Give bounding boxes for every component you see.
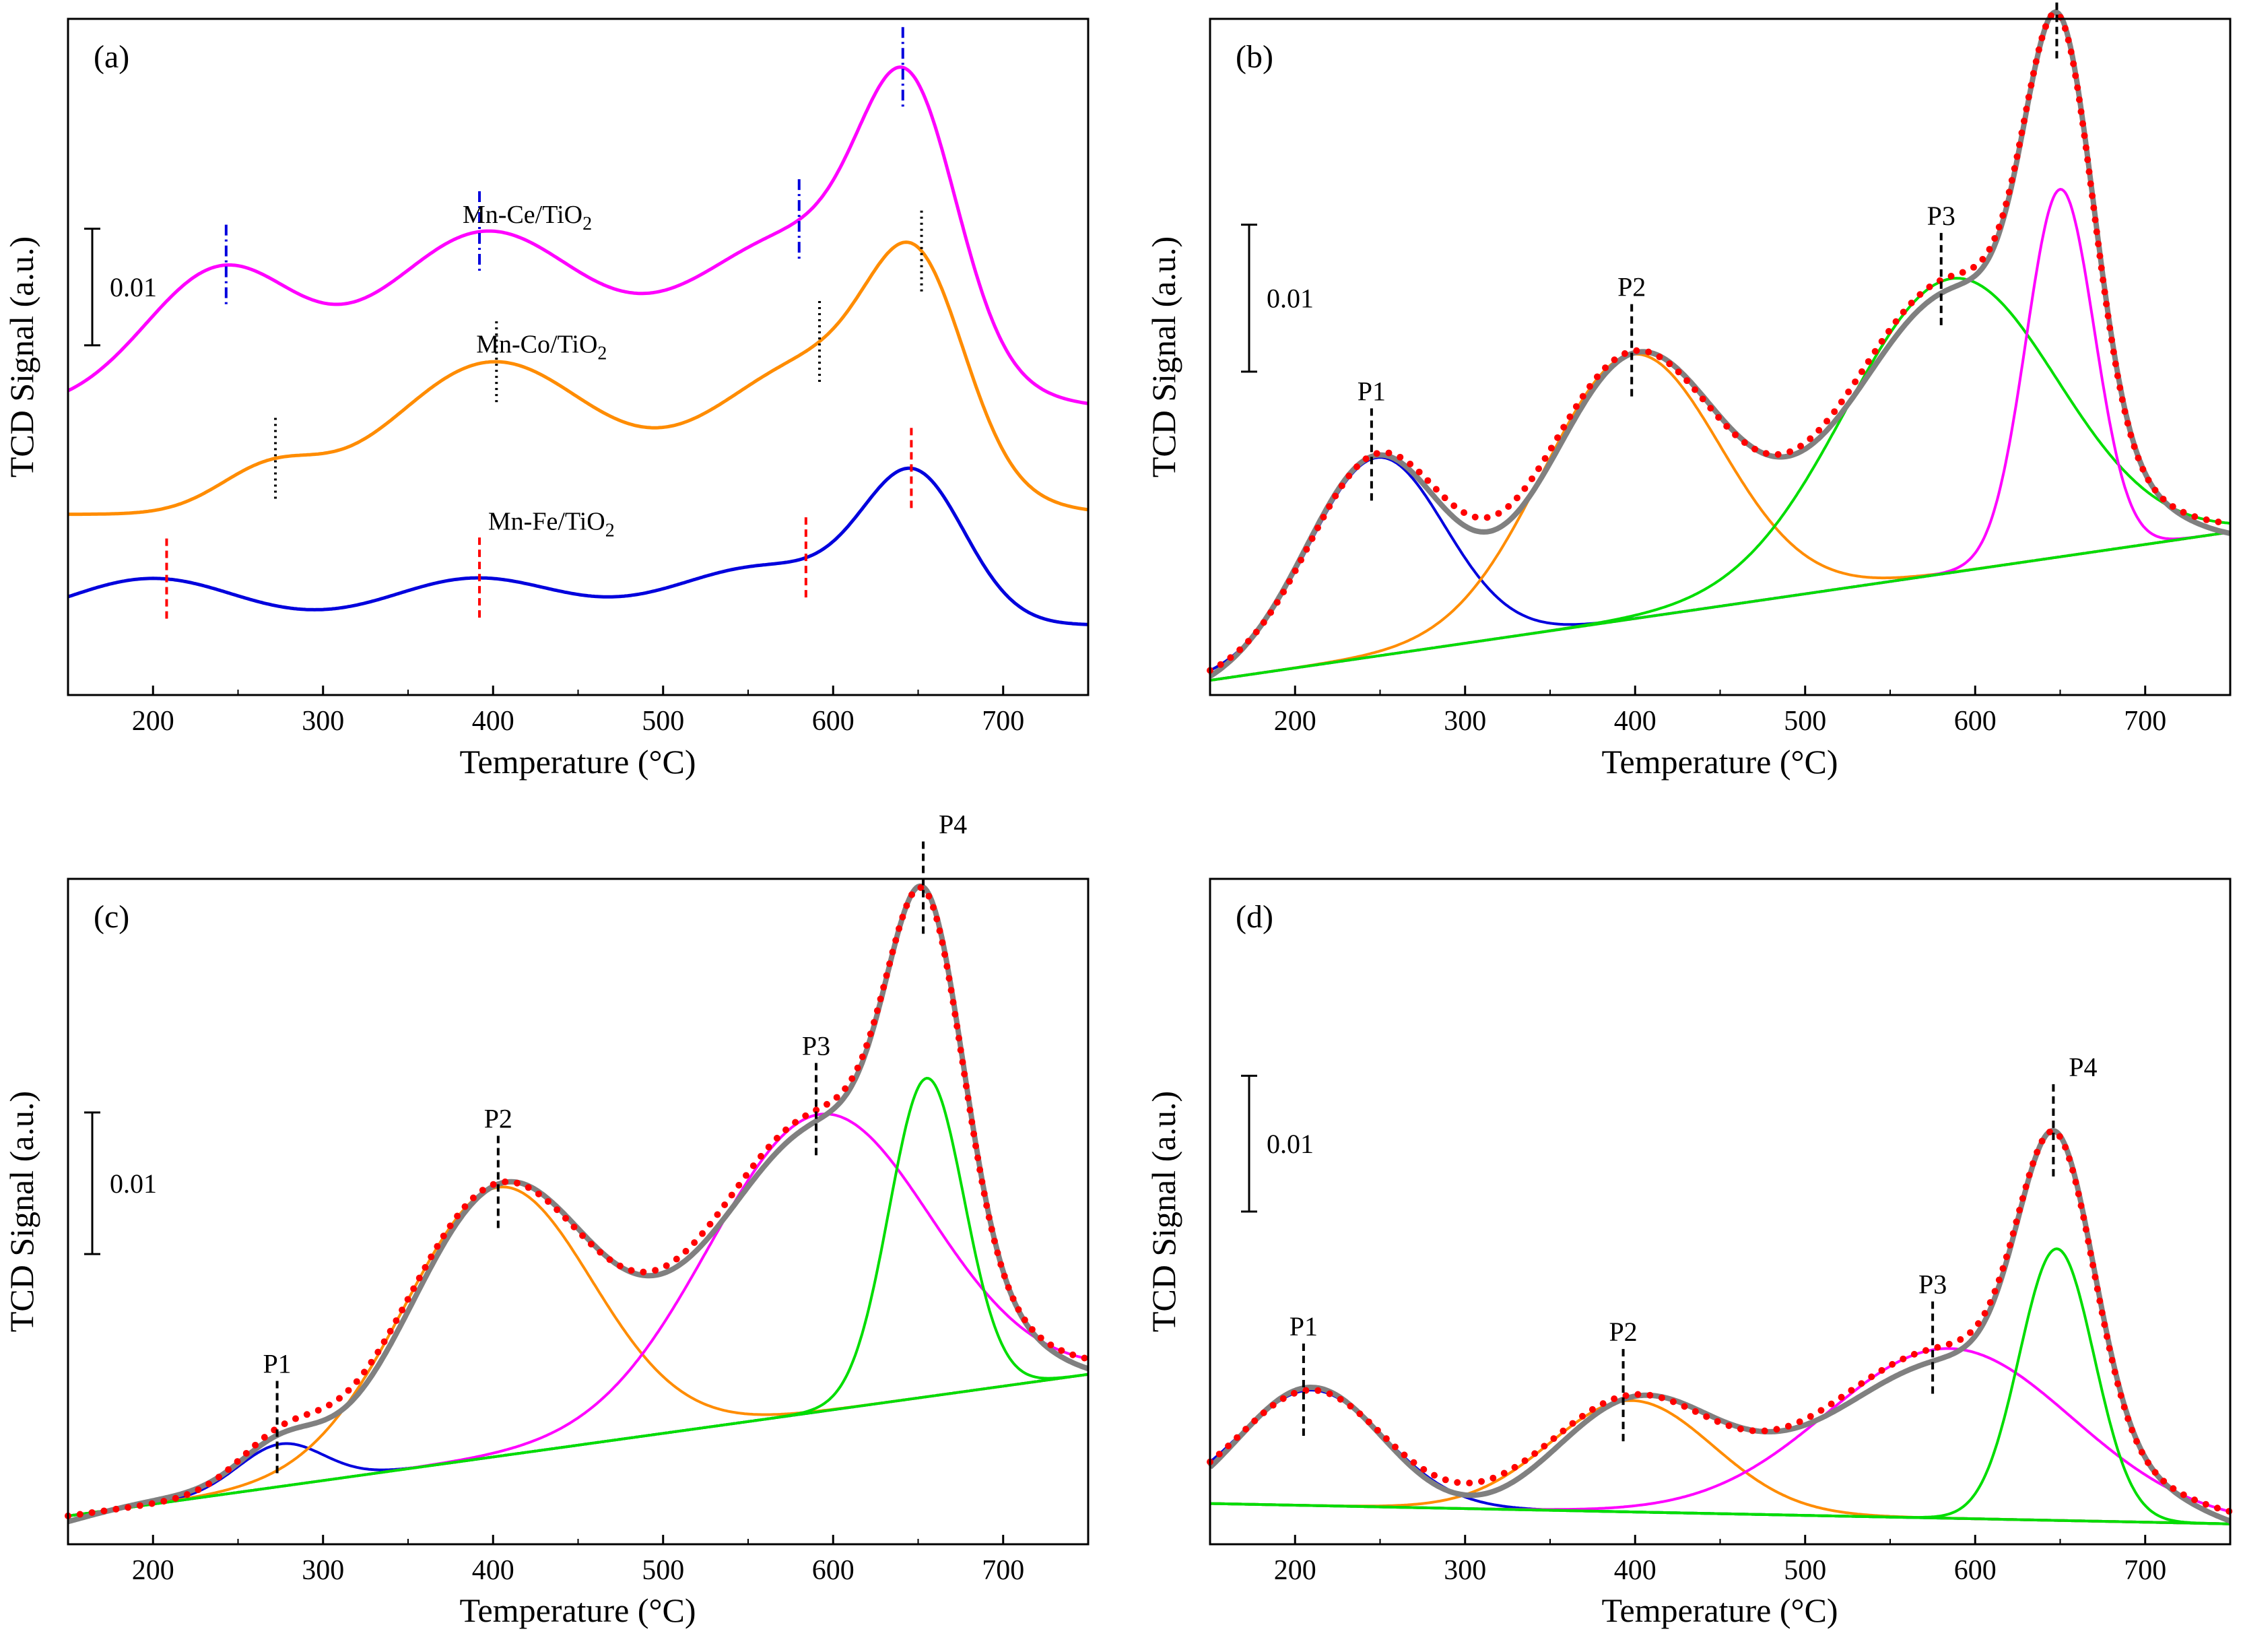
experimental-line — [1208, 9, 2231, 679]
series-label: Mn-Ce/TiO2 — [463, 201, 592, 234]
peak-component-curve — [67, 1113, 1089, 1517]
x-tick-label: 500 — [642, 706, 684, 737]
x-tick-label: 200 — [132, 1555, 174, 1586]
series-label: Mn-Fe/TiO2 — [488, 507, 615, 541]
x-tick-label: 200 — [1274, 1555, 1316, 1586]
x-tick-label: 200 — [132, 706, 174, 737]
plot-frame — [67, 878, 1090, 1546]
x-tick-label: 500 — [1784, 706, 1826, 737]
x-tick-label: 400 — [1614, 1555, 1656, 1586]
plot-frame — [1209, 18, 2232, 696]
x-tick-label: 200 — [1274, 706, 1316, 737]
x-tick-label: 600 — [812, 1555, 855, 1586]
x-tick-label: 500 — [1784, 1555, 1826, 1586]
x-tick-label: 300 — [1444, 706, 1486, 737]
panel-letter: (d) — [1236, 899, 1273, 935]
x-tick-label: 600 — [1954, 706, 1997, 737]
panel-a: 200 300 400 500 600 700 0.01 Mn-Ce/TiO2 Mn-Co/Ti… — [3, 18, 1090, 781]
x-tick-label: 300 — [302, 706, 344, 737]
peak-component-curve — [1209, 277, 2231, 682]
y-axis-title: TCD Signal (a.u.) — [3, 236, 40, 477]
x-tick-label: 700 — [2124, 1555, 2166, 1586]
peak-label: P3 — [1918, 1269, 1947, 1299]
x-tick-label: 600 — [1954, 1555, 1997, 1586]
series-label: Mn-Co/TiO2 — [476, 330, 607, 364]
fit-sum-line — [65, 884, 1092, 1519]
peak-label: P1 — [1290, 1311, 1318, 1342]
peak-label: P1 — [263, 1349, 291, 1379]
scale-bar-label: 0.01 — [110, 1168, 157, 1199]
peak-component-curve — [1209, 1347, 2231, 1513]
scale-bar-label: 0.01 — [110, 272, 157, 302]
plot-frame — [67, 18, 1090, 696]
panel-letter: (a) — [94, 39, 129, 75]
x-tick-label: 300 — [302, 1555, 344, 1586]
series-line — [68, 240, 1089, 517]
x-tick-label: 700 — [2124, 706, 2166, 737]
experimental-line — [1208, 1127, 2232, 1524]
y-axis-title: TCD Signal (a.u.) — [3, 1091, 40, 1332]
peak-label: P1 — [1358, 376, 1386, 406]
panel-c: 200 300 400 500 600 700 0.01 P1 P2 P3 P4 (c) Tempe… — [3, 809, 1092, 1629]
x-tick-label: 700 — [982, 1555, 1024, 1586]
peak-label: P2 — [1617, 272, 1646, 302]
peak-label: P3 — [802, 1030, 830, 1061]
y-axis-title: TCD Signal (a.u.) — [1145, 1091, 1182, 1332]
baseline-line — [1209, 531, 2231, 682]
peak-label: P4 — [2069, 1052, 2097, 1082]
x-axis-title: Temperature (°C) — [459, 1591, 696, 1629]
peak-component-curve — [67, 1185, 1089, 1517]
peak-component-curve — [1209, 1247, 2230, 1525]
x-tick-label: 400 — [1614, 706, 1656, 737]
x-axis-title: Temperature (°C) — [459, 743, 696, 781]
scale-bar-label: 0.01 — [1267, 1129, 1314, 1159]
peak-label: P4 — [939, 809, 967, 839]
peak-component-curve — [1209, 1389, 2231, 1525]
peak-label: P2 — [484, 1103, 512, 1133]
plot-frame — [1209, 878, 2232, 1546]
x-tick-label: 400 — [472, 706, 514, 737]
x-tick-label: 500 — [642, 1555, 684, 1586]
experimental-line — [67, 883, 1090, 1525]
baseline-line — [1209, 1502, 2231, 1525]
baseline-line — [67, 1373, 1089, 1517]
x-tick-label: 400 — [472, 1555, 514, 1586]
panel-d: 200 300 400 500 600 700 0.01 P1 P2 P3 P4 (d) Tempe… — [1145, 878, 2234, 1629]
x-tick-label: 300 — [1444, 1555, 1486, 1586]
series-line — [67, 65, 1089, 405]
peak-label: P2 — [1609, 1317, 1637, 1347]
y-axis-title: TCD Signal (a.u.) — [1145, 236, 1182, 477]
peak-label: P3 — [1927, 201, 1955, 231]
panel-letter: (c) — [94, 899, 129, 935]
x-tick-label: 600 — [812, 706, 855, 737]
peak-component-curve — [67, 1076, 1089, 1517]
series-line — [67, 466, 1089, 626]
fit-sum-line — [1207, 1127, 2234, 1515]
peak-component-curve — [1209, 456, 2231, 672]
x-tick-label: 700 — [982, 706, 1024, 737]
x-axis-title: Temperature (°C) — [1601, 1591, 1838, 1629]
x-axis-title: Temperature (°C) — [1601, 743, 1838, 781]
scale-bar-label: 0.01 — [1267, 284, 1314, 314]
fit-sum-line — [1207, 9, 2234, 674]
panel-letter: (b) — [1236, 39, 1273, 75]
